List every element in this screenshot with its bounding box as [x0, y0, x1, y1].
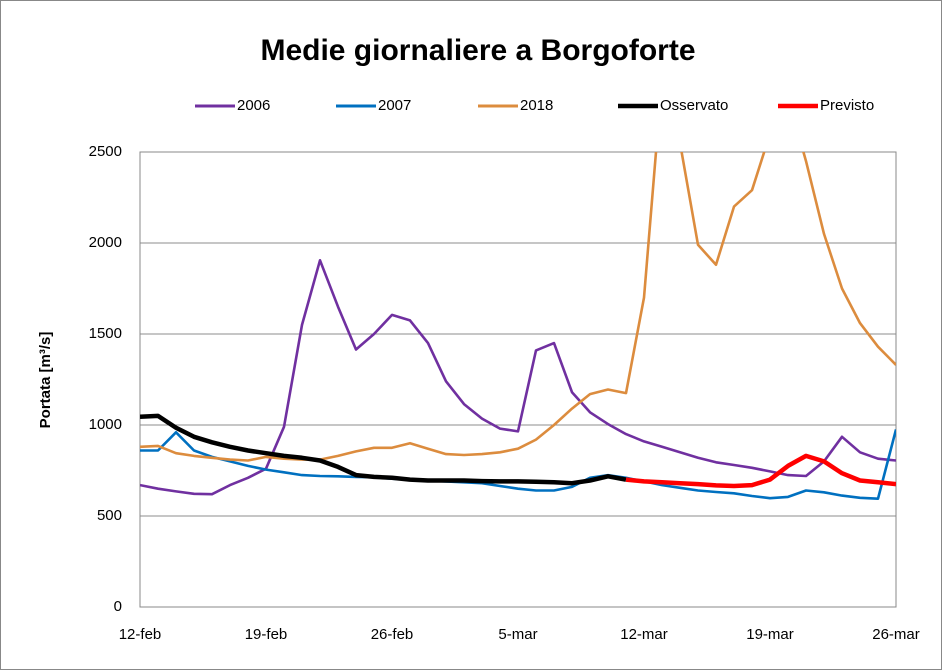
legend: 2006 2007 2018 Osservato Previsto [195, 97, 874, 114]
series-line [140, 429, 896, 500]
x-tick-label: 26-feb [371, 626, 414, 643]
series-line [625, 453, 896, 489]
legend-label: Previsto [820, 97, 874, 114]
y-tick-label: 2000 [89, 234, 122, 251]
legend-label: 2006 [237, 97, 270, 114]
series-line [140, 413, 627, 486]
x-tick-label: 12-feb [119, 626, 162, 643]
legend-label: Osservato [660, 97, 728, 114]
y-tick-label: 1500 [89, 325, 122, 342]
legend-label: 2018 [520, 97, 553, 114]
y-tick-label: 0 [114, 598, 122, 615]
y-tick-label: 500 [97, 507, 122, 524]
y-tick-label: 2500 [89, 143, 122, 160]
x-tick-label: 12-mar [620, 626, 668, 643]
chart-title: Medie giornaliere a Borgoforte [260, 34, 695, 67]
legend-label: 2007 [378, 97, 411, 114]
x-tick-label: 19-feb [245, 626, 288, 643]
x-tick-label: 5-mar [498, 626, 537, 643]
lines [140, 152, 896, 500]
plot-border [139, 151, 897, 608]
x-tick-label: 26-mar [872, 626, 920, 643]
y-tick-label: 1000 [89, 416, 122, 433]
y-axis-label: Portata [m³/s] [37, 332, 54, 429]
series-line [140, 152, 896, 462]
x-tick-label: 19-mar [746, 626, 794, 643]
